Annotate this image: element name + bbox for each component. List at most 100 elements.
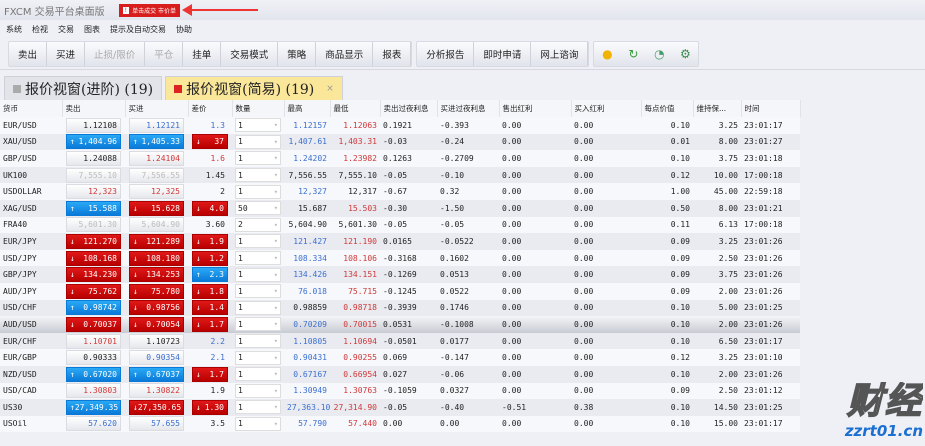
sell-cell[interactable]: ↑ 1,404.96 xyxy=(62,134,125,151)
quantity-cell[interactable]: 1 ▾ xyxy=(232,366,284,383)
sell-cell[interactable]: ↑ 0.67020 xyxy=(62,366,125,383)
sell-price-button[interactable]: ↓ 108.168 xyxy=(66,250,121,266)
sell-price-button[interactable]: ↑ 27,349.35 xyxy=(66,399,121,415)
buy-cell[interactable]: ↑ 0.67037 xyxy=(125,366,188,383)
sell-cell[interactable]: 1.30803 xyxy=(62,383,125,400)
table-row[interactable]: USD/CAD 1.30803 1.30822 1.9 1 ▾ 1.30949 1.30763… xyxy=(0,382,800,400)
menu-item[interactable]: 协助 xyxy=(176,24,192,34)
column-header[interactable]: 数量 xyxy=(232,100,285,117)
chevron-down-icon[interactable]: ▾ xyxy=(273,303,278,312)
quantity-select[interactable]: 1 ▾ xyxy=(235,284,281,299)
buy-cell[interactable]: ↓ 134.253 xyxy=(125,266,188,283)
toolbar-button[interactable]: 即时申请 xyxy=(474,41,532,66)
sell-cell[interactable]: ↓ 75.762 xyxy=(62,283,125,300)
table-row[interactable]: US30 ↑ 27,349.35 ↓ 27,350.65 ↓ 1.30 1 ▾ 27,363.10… xyxy=(0,399,800,416)
toolbar-button[interactable]: 网上谘询 xyxy=(531,41,589,66)
quantity-select[interactable]: 1 ▾ xyxy=(235,383,281,398)
tab-quotes-simple[interactable]: 报价视窗(简易) (19) × xyxy=(165,76,343,100)
column-header[interactable]: 买进过夜利息 xyxy=(437,100,500,117)
buy-price-button[interactable]: ↓ 27,350.65 xyxy=(129,399,184,415)
buy-price-button[interactable]: ↑ 0.67037 xyxy=(129,366,184,382)
sell-price-button[interactable]: ↑ 0.67020 xyxy=(66,366,121,382)
column-header[interactable]: 买入红利 xyxy=(571,100,642,117)
toolbar-button[interactable]: 止损/限价 xyxy=(85,41,146,66)
column-header[interactable]: 卖出 xyxy=(62,100,126,117)
quantity-cell[interactable]: 1 ▾ xyxy=(232,316,284,333)
buy-price-button[interactable]: 12,325 xyxy=(129,184,184,200)
sell-cell[interactable]: ↓ 121.270 xyxy=(62,233,125,250)
tab-quotes-advanced[interactable]: 报价视窗(进阶) (19) xyxy=(4,76,163,100)
quantity-select[interactable]: 1 ▾ xyxy=(235,300,281,315)
buy-cell[interactable]: 5,604.90 xyxy=(125,217,188,234)
chevron-down-icon[interactable]: ▾ xyxy=(273,370,278,379)
buy-cell[interactable]: ↓ 75.780 xyxy=(125,283,188,300)
sell-price-button[interactable]: ↓ 75.762 xyxy=(66,283,121,299)
quantity-cell[interactable]: 2 ▾ xyxy=(232,217,284,234)
quantity-cell[interactable]: 1 ▾ xyxy=(232,150,284,167)
chevron-down-icon[interactable]: ▾ xyxy=(273,154,278,163)
buy-cell[interactable]: ↓ 15.628 xyxy=(125,200,188,217)
chevron-down-icon[interactable]: ▾ xyxy=(273,204,278,213)
table-row[interactable]: EUR/JPY ↓ 121.270 ↓ 121.289 ↓ 1.9 1 ▾ 121.427 121.… xyxy=(0,233,800,250)
chevron-down-icon[interactable]: ▾ xyxy=(273,121,278,130)
sell-cell[interactable]: ↑ 0.98742 xyxy=(62,300,125,317)
buy-cell[interactable]: 57.655 xyxy=(125,416,188,433)
buy-cell[interactable]: ↓ 0.70054 xyxy=(125,316,188,333)
table-row[interactable]: USD/CHF ↑ 0.98742 ↓ 0.98756 ↓ 1.4 1 ▾ 0.98859 0.98… xyxy=(0,299,800,317)
chevron-down-icon[interactable]: ▾ xyxy=(273,270,278,279)
quantity-cell[interactable]: 1 ▾ xyxy=(232,399,284,416)
chevron-down-icon[interactable]: ▾ xyxy=(273,137,278,146)
sell-price-button[interactable]: 1.30803 xyxy=(66,383,121,399)
buy-price-button[interactable]: 1.30822 xyxy=(129,383,184,399)
buy-cell[interactable]: 12,325 xyxy=(125,183,188,200)
chevron-down-icon[interactable]: ▾ xyxy=(273,353,278,362)
toolbar-button[interactable]: 报表 xyxy=(373,41,412,66)
buy-price-button[interactable]: 1.10723 xyxy=(129,333,184,349)
table-row[interactable]: EUR/USD 1.12108 1.12121 1.3 1 ▾ 1.12157 1.12063… xyxy=(0,117,800,134)
chevron-down-icon[interactable]: ▾ xyxy=(273,254,278,263)
buy-price-button[interactable]: 0.90354 xyxy=(129,350,184,366)
sell-price-button[interactable]: ↓ 134.230 xyxy=(66,267,121,283)
table-row[interactable]: XAG/USD ↑ 15.588 ↓ 15.628 ↓ 4.0 50 ▾ 15.687 15.503… xyxy=(0,199,800,217)
quantity-cell[interactable]: 1 ▾ xyxy=(232,167,284,184)
sell-price-button[interactable]: ↑ 0.98742 xyxy=(66,300,121,316)
table-row[interactable]: FRA40 5,601.30 5,604.90 3.60 2 ▾ 5,604.90 5,601… xyxy=(0,216,800,234)
sell-price-button[interactable]: 12,323 xyxy=(66,184,121,200)
sell-price-button[interactable]: 0.90333 xyxy=(66,350,121,366)
quantity-select[interactable]: 2 ▾ xyxy=(235,217,281,232)
toolbar-button[interactable]: 策略 xyxy=(278,41,317,66)
menu-item[interactable]: 图表 xyxy=(84,24,100,34)
buy-cell[interactable]: 1.12121 xyxy=(125,117,188,134)
quantity-select[interactable]: 1 ▾ xyxy=(235,400,281,415)
column-header[interactable]: 最高 xyxy=(284,100,331,117)
toolbar-button[interactable]: 挂单 xyxy=(183,41,222,66)
quantity-select[interactable]: 1 ▾ xyxy=(235,134,281,149)
sell-price-button[interactable]: 1.24088 xyxy=(66,150,121,166)
chevron-down-icon[interactable]: ▾ xyxy=(273,287,278,296)
sell-cell[interactable]: ↓ 0.70037 xyxy=(62,316,125,333)
table-row[interactable]: USD/JPY ↓ 108.168 ↓ 108.180 ↓ 1.2 1 ▾ 108.334 108.… xyxy=(0,249,800,267)
quantity-select[interactable]: 1 ▾ xyxy=(235,334,281,349)
sell-price-button[interactable]: 7,555.10 xyxy=(66,167,121,183)
buy-price-button[interactable]: 1.24104 xyxy=(129,150,184,166)
sell-cell[interactable]: ↑ 15.588 xyxy=(62,200,125,217)
sell-price-button[interactable]: ↑ 15.588 xyxy=(66,200,121,216)
sell-cell[interactable]: 1.24088 xyxy=(62,150,125,167)
quantity-select[interactable]: 1 ▾ xyxy=(235,367,281,382)
buy-cell[interactable]: ↓ 0.98756 xyxy=(125,300,188,317)
column-header[interactable]: 买进 xyxy=(125,100,189,117)
buy-cell[interactable]: ↓ 108.180 xyxy=(125,250,188,267)
toolbar-button[interactable]: 平仓 xyxy=(145,41,184,66)
buy-cell[interactable]: 0.90354 xyxy=(125,349,188,366)
chevron-down-icon[interactable]: ▾ xyxy=(273,220,278,229)
buy-price-button[interactable]: ↓ 0.98756 xyxy=(129,300,184,316)
column-header[interactable]: 货币 xyxy=(0,100,63,117)
toolbar-button[interactable]: 卖出 xyxy=(9,41,48,66)
sell-cell[interactable]: 7,555.10 xyxy=(62,167,125,184)
sell-price-button[interactable]: 5,601.30 xyxy=(66,217,121,233)
menu-item[interactable]: 检视 xyxy=(32,24,48,34)
quantity-select[interactable]: 50 ▾ xyxy=(235,201,281,216)
chevron-down-icon[interactable]: ▾ xyxy=(273,187,278,196)
buy-cell[interactable]: 1.30822 xyxy=(125,383,188,400)
quantity-select[interactable]: 1 ▾ xyxy=(235,168,281,183)
